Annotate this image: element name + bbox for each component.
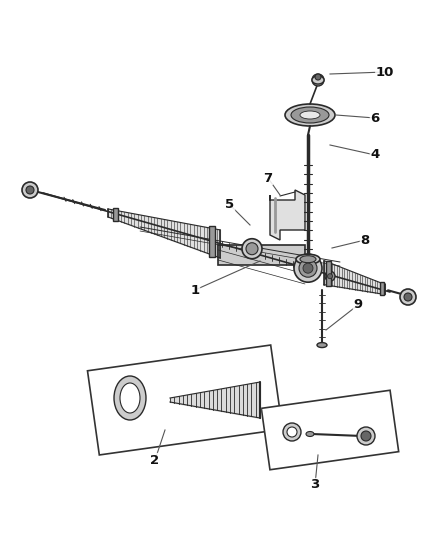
Circle shape: [328, 274, 332, 279]
Text: 9: 9: [353, 298, 363, 311]
Circle shape: [312, 74, 324, 86]
Ellipse shape: [300, 256, 316, 263]
Circle shape: [242, 239, 262, 259]
Circle shape: [26, 186, 34, 194]
Circle shape: [246, 243, 258, 255]
Ellipse shape: [317, 343, 327, 348]
Ellipse shape: [296, 254, 320, 264]
Circle shape: [357, 427, 375, 445]
Ellipse shape: [285, 104, 335, 126]
Text: 7: 7: [263, 172, 272, 184]
Circle shape: [287, 427, 297, 437]
FancyBboxPatch shape: [380, 282, 384, 295]
Text: 10: 10: [376, 66, 394, 78]
Ellipse shape: [312, 76, 324, 84]
Polygon shape: [88, 345, 283, 455]
Text: 3: 3: [311, 479, 320, 491]
Ellipse shape: [300, 111, 320, 119]
Ellipse shape: [120, 383, 140, 413]
Polygon shape: [261, 390, 399, 470]
FancyBboxPatch shape: [326, 261, 331, 286]
Text: 4: 4: [371, 149, 380, 161]
FancyBboxPatch shape: [113, 208, 118, 222]
Ellipse shape: [291, 107, 329, 123]
Text: 8: 8: [360, 233, 370, 246]
Circle shape: [303, 263, 313, 273]
FancyBboxPatch shape: [218, 245, 305, 265]
Polygon shape: [270, 190, 305, 240]
Circle shape: [404, 293, 412, 301]
Circle shape: [400, 289, 416, 305]
Circle shape: [22, 182, 38, 198]
Text: 1: 1: [191, 284, 200, 296]
Ellipse shape: [306, 432, 314, 437]
Circle shape: [299, 259, 317, 277]
Circle shape: [315, 74, 321, 80]
FancyBboxPatch shape: [209, 227, 215, 257]
Text: 6: 6: [371, 111, 380, 125]
Circle shape: [361, 431, 371, 441]
Text: 5: 5: [226, 198, 235, 212]
Circle shape: [294, 254, 322, 282]
Text: 2: 2: [150, 454, 159, 466]
Circle shape: [283, 423, 301, 441]
Ellipse shape: [114, 376, 146, 420]
Circle shape: [325, 271, 335, 281]
